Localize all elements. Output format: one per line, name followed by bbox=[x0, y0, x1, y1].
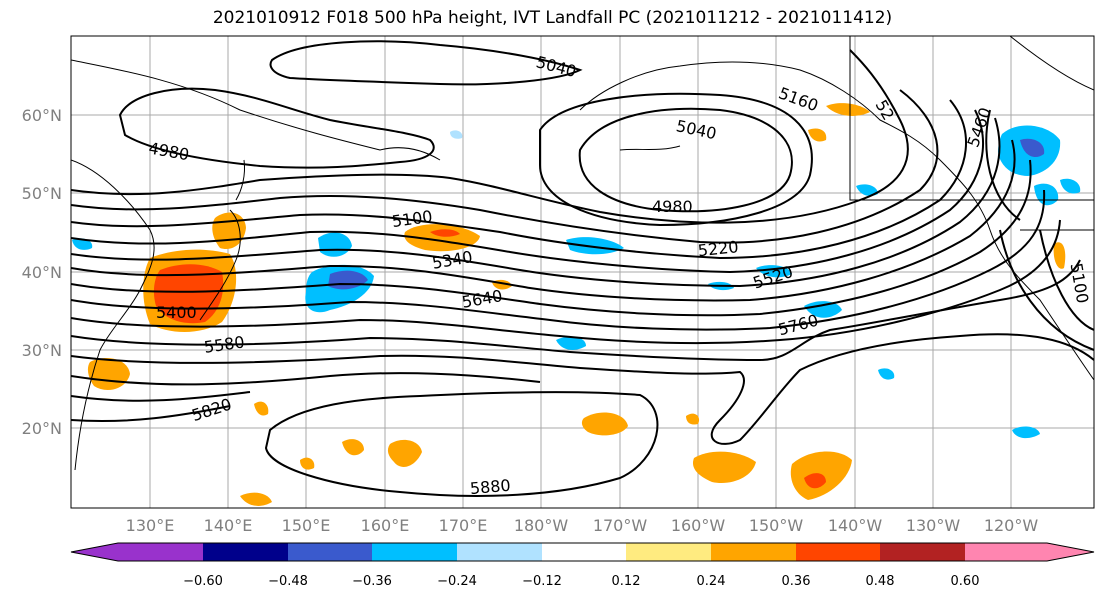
colorbar-tick-label: −0.36 bbox=[352, 574, 392, 589]
lon-label: 130°E bbox=[126, 516, 175, 535]
colorbar: −0.60 −0.48 −0.36 −0.24 −0.12 0.12 0.24 … bbox=[70, 542, 1095, 589]
colorbar-tick-label: 0.24 bbox=[697, 574, 726, 589]
colorbar-segment bbox=[372, 543, 457, 561]
contour-label: 5220 bbox=[697, 237, 739, 260]
colorbar-segment bbox=[626, 543, 711, 561]
colorbar-segment bbox=[965, 543, 1094, 561]
lon-label: 160°W bbox=[671, 516, 726, 535]
lat-label: 60°N bbox=[22, 106, 62, 125]
lat-label: 20°N bbox=[22, 419, 62, 438]
colorbar-segment bbox=[288, 543, 372, 561]
colorbar-segment bbox=[796, 543, 880, 561]
colorbar-segment bbox=[542, 543, 626, 561]
lat-label: 50°N bbox=[22, 184, 62, 203]
colorbar-tick-label: 0.60 bbox=[951, 574, 980, 589]
height-contours bbox=[71, 40, 1094, 497]
lon-label: 150°E bbox=[282, 516, 331, 535]
colorbar-segment bbox=[711, 543, 796, 561]
contour-label: 5400 bbox=[156, 303, 197, 322]
lat-label: 30°N bbox=[22, 341, 62, 360]
colorbar-outline bbox=[70, 542, 1095, 562]
colorbar-tick-label: −0.48 bbox=[268, 574, 308, 589]
longitude-labels: 130°E 140°E 150°E 160°E 170°E 180°W 170°… bbox=[126, 516, 1039, 535]
lon-label: 160°E bbox=[361, 516, 410, 535]
contour-label: 4980 bbox=[652, 197, 693, 216]
colorbar-tick-label: 0.12 bbox=[612, 574, 641, 589]
colorbar-segment bbox=[880, 543, 965, 561]
map-border bbox=[70, 35, 1095, 509]
colorbar-segment bbox=[203, 543, 288, 561]
colorbar-segment bbox=[71, 543, 203, 561]
lon-label: 150°W bbox=[749, 516, 804, 535]
lon-label: 170°W bbox=[593, 516, 648, 535]
colorbar-tick-label: −0.12 bbox=[522, 574, 562, 589]
lon-label: 180°W bbox=[514, 516, 569, 535]
contour-label: 5880 bbox=[469, 476, 511, 498]
map-title: 2021010912 F018 500 hPa height, IVT Land… bbox=[212, 8, 893, 28]
colorbar-tick-label: −0.60 bbox=[183, 574, 223, 589]
latitude-labels: 60°N 50°N 40°N 30°N 20°N bbox=[22, 106, 62, 438]
lat-label: 40°N bbox=[22, 263, 62, 282]
colorbar-tick-label: −0.24 bbox=[437, 574, 477, 589]
colorbar-tick-label: 0.36 bbox=[782, 574, 811, 589]
lon-label: 170°E bbox=[439, 516, 488, 535]
colorbar-segment bbox=[457, 543, 542, 561]
lon-label: 140°E bbox=[204, 516, 253, 535]
lon-label: 140°W bbox=[828, 516, 883, 535]
lon-label: 130°W bbox=[906, 516, 961, 535]
colorbar-tick-label: 0.48 bbox=[866, 574, 895, 589]
lon-label: 120°W bbox=[984, 516, 1039, 535]
